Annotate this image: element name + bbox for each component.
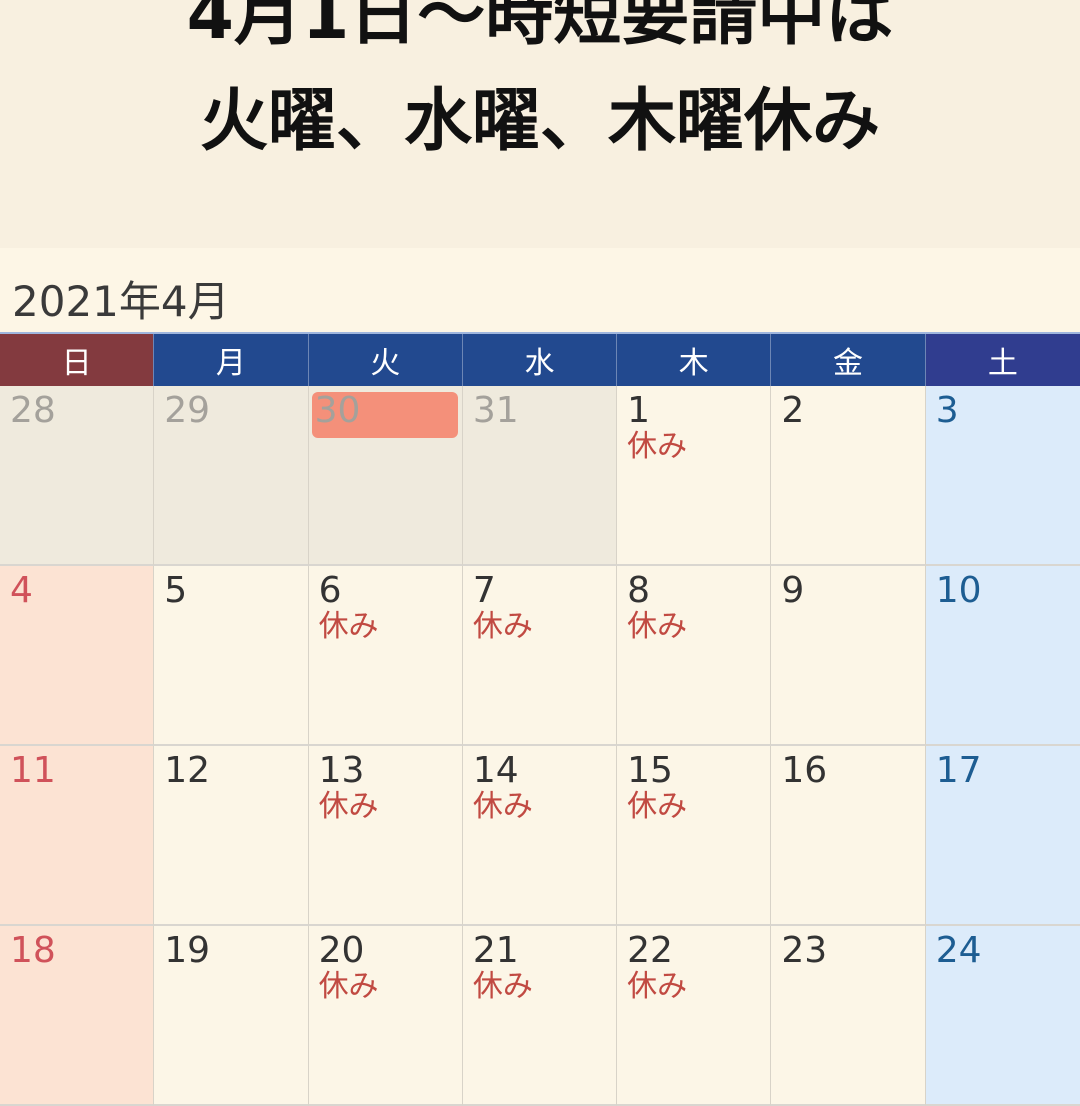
calendar-day-cell[interactable]: 5 xyxy=(154,566,309,746)
day-number: 28 xyxy=(10,390,56,431)
calendar-day-cell[interactable]: 8 休み xyxy=(617,566,772,746)
day-number: 3 xyxy=(935,390,959,431)
calendar-day-cell[interactable]: 31 xyxy=(462,386,618,566)
day-number: 6 xyxy=(318,570,342,611)
calendar-day-cell[interactable]: 16 xyxy=(771,746,926,926)
calendar-day-cell[interactable]: 14 休み xyxy=(462,746,618,926)
calendar-day-cell[interactable]: 9 xyxy=(771,566,926,746)
weekday-header-1: 月 xyxy=(154,334,309,386)
closed-note: 休み xyxy=(627,788,688,824)
day-number: 15 xyxy=(627,750,673,791)
calendar-day-cell[interactable]: 28 xyxy=(0,386,155,566)
closed-note: 休み xyxy=(318,968,379,1004)
closed-note: 休み xyxy=(627,608,688,644)
day-number: 29 xyxy=(164,390,211,431)
calendar-day-cell[interactable]: 10 xyxy=(925,566,1080,746)
day-number: 10 xyxy=(935,570,982,611)
closed-note: 休み xyxy=(318,788,379,824)
calendar-day-cell[interactable]: 23 xyxy=(771,926,926,1106)
calendar-day-cell[interactable]: 20 休み xyxy=(308,926,463,1106)
day-number: 18 xyxy=(10,930,56,971)
weekday-header-3: 水 xyxy=(462,334,618,386)
calendar-grid: 28 29 30 31 1 休み 2 3 4 5 6 休み 7 休み 8 休み 9 10 11 12 13 休み 14 休み 1… xyxy=(0,386,1080,1106)
calendar-day-cell[interactable]: 6 休み xyxy=(308,566,463,746)
calendar-day-cell[interactable]: 21 休み xyxy=(462,926,618,1106)
day-number: 16 xyxy=(781,750,828,791)
closed-note: 休み xyxy=(472,968,533,1004)
closed-note: 休み xyxy=(472,608,533,644)
calendar-day-cell[interactable]: 29 xyxy=(154,386,309,566)
day-number: 4 xyxy=(10,570,33,611)
calendar-day-cell[interactable]: 18 xyxy=(0,926,155,1106)
day-number: 1 xyxy=(627,390,651,431)
calendar-day-cell[interactable]: 7 休み xyxy=(462,566,618,746)
calendar-day-cell[interactable]: 22 休み xyxy=(617,926,772,1106)
calendar-day-cell[interactable]: 24 xyxy=(925,926,1080,1106)
calendar-week-row: 4 5 6 休み 7 休み 8 休み 9 10 xyxy=(0,566,1080,746)
day-number: 30 xyxy=(311,392,458,438)
day-number: 20 xyxy=(318,930,365,971)
calendar-day-cell[interactable]: 15 休み xyxy=(617,746,772,926)
notice-title-line2: 火曜、水曜、木曜休み xyxy=(199,82,880,161)
closed-note: 休み xyxy=(472,788,533,824)
calendar-week-row: 18 19 20 休み 21 休み 22 休み 23 24 xyxy=(0,926,1080,1106)
calendar-week-row: 11 12 13 休み 14 休み 15 休み 16 17 xyxy=(0,746,1080,926)
day-number: 9 xyxy=(781,570,805,611)
closed-note: 休み xyxy=(318,608,379,644)
weekday-header-2: 火 xyxy=(308,334,463,386)
day-number: 13 xyxy=(318,750,365,791)
calendar-day-cell[interactable]: 17 xyxy=(925,746,1080,926)
weekday-header-6: 土 xyxy=(925,334,1080,386)
day-number: 19 xyxy=(164,930,211,971)
calendar-day-cell[interactable]: 19 xyxy=(154,926,309,1106)
day-number: 14 xyxy=(472,750,519,791)
day-number: 7 xyxy=(472,570,496,611)
calendar-day-cell[interactable]: 30 xyxy=(308,386,463,566)
day-number: 11 xyxy=(10,750,56,791)
calendar-day-cell[interactable]: 1 休み xyxy=(617,386,772,566)
day-number: 22 xyxy=(627,930,673,971)
weekday-header: 日月火水木金土 xyxy=(0,332,1080,386)
calendar-day-cell[interactable]: 4 xyxy=(0,566,155,746)
weekday-header-0: 日 xyxy=(0,334,155,386)
month-label: 2021年4月 xyxy=(12,277,230,326)
closed-note: 休み xyxy=(627,428,688,464)
closed-note: 休み xyxy=(627,968,688,1004)
day-number: 23 xyxy=(781,930,828,971)
day-number: 17 xyxy=(935,750,982,791)
weekday-header-4: 木 xyxy=(617,334,772,386)
month-header-band xyxy=(0,248,1080,332)
day-number: 21 xyxy=(472,930,519,971)
day-number: 5 xyxy=(164,570,188,611)
weekday-header-5: 金 xyxy=(771,334,926,386)
calendar-day-cell[interactable]: 13 休み xyxy=(308,746,463,926)
calendar-day-cell[interactable]: 11 xyxy=(0,746,155,926)
day-number: 2 xyxy=(781,390,805,431)
calendar-week-row: 28 29 30 31 1 休み 2 3 xyxy=(0,386,1080,566)
calendar-day-cell[interactable]: 3 xyxy=(925,386,1080,566)
day-number: 8 xyxy=(627,570,651,611)
calendar-day-cell[interactable]: 2 xyxy=(771,386,926,566)
notice-title-line1: 4月1日〜時短要請中は xyxy=(186,0,894,55)
day-number: 12 xyxy=(164,750,211,791)
day-number: 24 xyxy=(935,930,982,971)
calendar-day-cell[interactable]: 12 xyxy=(154,746,309,926)
day-number: 31 xyxy=(472,390,519,431)
